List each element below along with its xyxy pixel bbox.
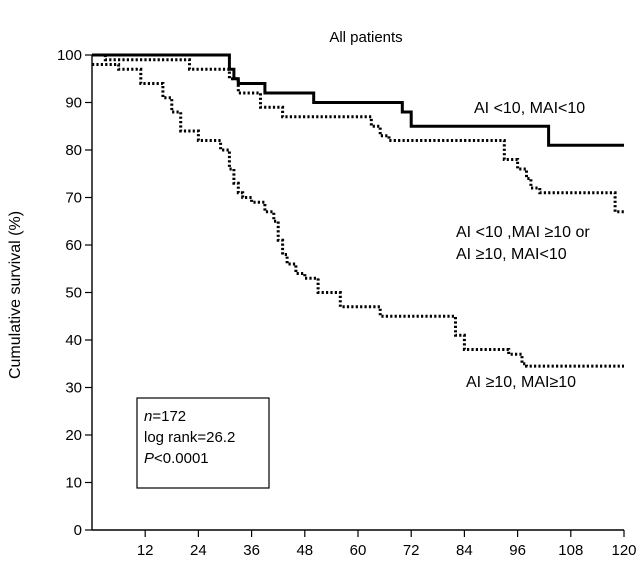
p-value-value: <0.0001 <box>154 450 209 467</box>
series-label-1-line-1: AI <10, MAI<10 <box>474 100 585 117</box>
x-tick-label: 60 <box>350 542 367 559</box>
x-tick-label: 12 <box>137 542 154 559</box>
x-tick-label: 72 <box>403 542 420 559</box>
series-label-2-line-1: AI <10 ,MAI ≥10 or <box>456 224 590 241</box>
y-tick-label: 60 <box>65 237 82 254</box>
series-labels: AI <10, MAI<10 AI <10 ,MAI ≥10 or AI ≥10, … <box>456 100 590 391</box>
series-layer <box>92 53 624 368</box>
x-tick-label: 108 <box>558 542 583 559</box>
y-tick-label: 90 <box>65 95 82 112</box>
y-tick-label: 70 <box>65 190 82 207</box>
y-tick-label: 80 <box>65 142 82 159</box>
x-tick-label: 120 <box>611 542 636 559</box>
y-tick-label: 30 <box>65 380 82 397</box>
chart-title: All patients <box>329 29 402 46</box>
sample-size-text: n=172 <box>144 408 186 425</box>
series-line-1 <box>92 53 624 147</box>
annotation-box-frame <box>136 397 270 489</box>
x-tick-label: 36 <box>243 542 260 559</box>
log-rank-text: log rank=26.2 <box>144 429 235 446</box>
x-tick-label: 84 <box>456 542 473 559</box>
y-tick-label: 100 <box>57 47 82 64</box>
y-tick-label: 50 <box>65 285 82 302</box>
y-tick-label: 40 <box>65 332 82 349</box>
y-tick-label: 0 <box>74 522 82 539</box>
x-tick-label: 24 <box>190 542 207 559</box>
series-label-3-line-1: AI ≥10, MAI≥10 <box>466 374 576 391</box>
sample-size-prefix: n <box>144 408 152 425</box>
sample-size-value: =172 <box>152 408 186 425</box>
p-value-text: P<0.0001 <box>144 450 209 467</box>
axes: 0 10 20 30 40 50 60 70 80 90 100 12 24 36 48 60 72 84 96 10… <box>57 47 636 559</box>
annotation-box: n=172 log rank=26.2 P<0.0001 <box>136 397 270 489</box>
series-line-3 <box>92 63 624 368</box>
y-axis-label: Cumulative survival (%) <box>7 211 24 379</box>
y-tick-label: 10 <box>65 475 82 492</box>
series-line-2 <box>92 53 624 214</box>
x-tick-label: 48 <box>296 542 313 559</box>
x-tick-label: 96 <box>509 542 526 559</box>
p-value-prefix: P <box>144 450 154 467</box>
y-tick-label: 20 <box>65 427 82 444</box>
series-label-2-line-2: AI ≥10, MAI<10 <box>456 246 567 263</box>
